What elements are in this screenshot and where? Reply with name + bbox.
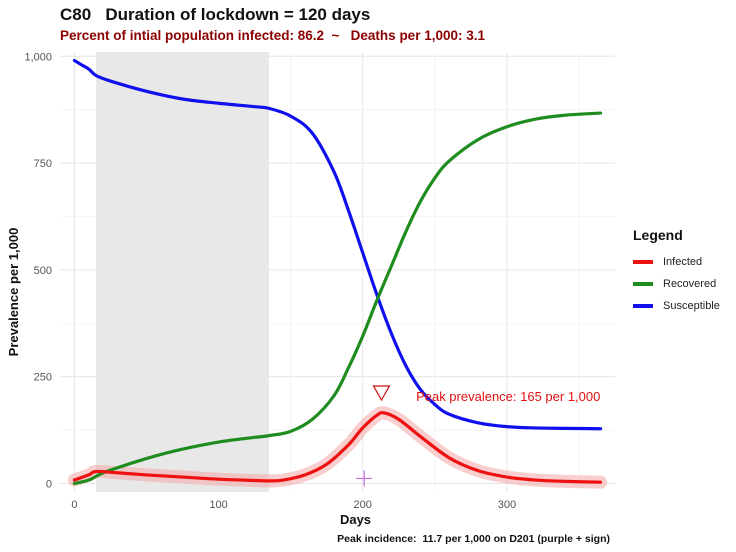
y-axis-label: Prevalence per 1,000	[6, 228, 21, 357]
series-line-infected	[72, 411, 603, 484]
x-tick-label: 200	[354, 499, 372, 511]
legend-swatch-susceptible	[633, 304, 653, 308]
legend-label-infected: Infected	[663, 256, 703, 268]
x-tick-label: 100	[209, 499, 227, 511]
legend-item-infected: Infected	[633, 251, 720, 273]
series-line-susceptible	[72, 58, 603, 431]
legend: Legend Infected Recovered Susceptible	[633, 227, 720, 317]
y-tick-label: 0	[46, 478, 52, 490]
legend-label-susceptible: Susceptible	[663, 300, 720, 312]
chart-title: C80 Duration of lockdown = 120 days	[60, 5, 371, 24]
legend-item-recovered: Recovered	[633, 273, 720, 295]
y-tick-label: 250	[34, 372, 52, 384]
peak-prevalence-marker	[372, 385, 391, 402]
x-tick-label: 300	[498, 499, 516, 511]
y-tick-label: 750	[34, 158, 52, 170]
x-tick-label: 0	[71, 499, 77, 511]
legend-title: Legend	[633, 227, 683, 243]
legend-item-susceptible: Susceptible	[633, 295, 720, 317]
legend-swatch-recovered	[633, 282, 653, 286]
lockdown-shading	[96, 52, 270, 492]
legend-swatch-infected	[633, 260, 653, 264]
chart-caption: Peak incidence: 11.7 per 1,000 on D201 (…	[337, 533, 610, 545]
y-tick-label: 500	[34, 265, 52, 277]
chart-subtitle: Percent of intial population infected: 8…	[60, 28, 485, 43]
legend-label-recovered: Recovered	[663, 278, 717, 290]
y-tick-label: 1,000	[24, 51, 52, 63]
peak-prevalence-annotation: Peak prevalence: 165 per 1,000	[416, 389, 600, 404]
x-axis-label: Days	[340, 512, 371, 527]
series-line-recovered	[72, 111, 603, 486]
